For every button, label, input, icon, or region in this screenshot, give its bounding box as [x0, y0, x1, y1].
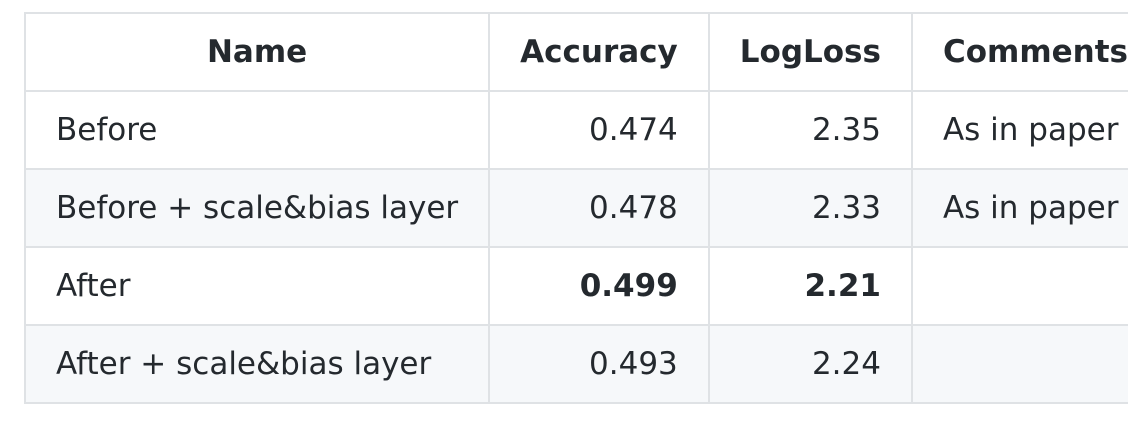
- table-row: Before + scale&bias layer 0.478 2.33 As …: [23, 168, 1128, 248]
- cell-name: Before + scale&bias layer: [23, 168, 491, 248]
- header-row: Name Accuracy LogLoss Comments: [23, 12, 1128, 92]
- table-header: Name Accuracy LogLoss Comments: [23, 12, 1128, 92]
- cell-comments: As in paper: [910, 168, 1128, 248]
- cell-name: After: [23, 246, 491, 326]
- cell-logloss: 2.24: [707, 324, 913, 404]
- cell-accuracy: 0.493: [488, 324, 710, 404]
- cell-comments: As in paper: [910, 90, 1128, 170]
- table-row: Before 0.474 2.35 As in paper: [23, 90, 1128, 170]
- cell-accuracy: 0.499: [488, 246, 710, 326]
- header-name: Name: [23, 12, 491, 92]
- results-table: Name Accuracy LogLoss Comments Before 0.…: [23, 12, 1128, 404]
- cell-accuracy: 0.474: [488, 90, 710, 170]
- header-accuracy: Accuracy: [488, 12, 710, 92]
- table-row: After 0.499 2.21: [23, 246, 1128, 326]
- header-comments: Comments: [910, 12, 1128, 92]
- cell-logloss: 2.33: [707, 168, 913, 248]
- header-logloss: LogLoss: [707, 12, 913, 92]
- cell-logloss: 2.35: [707, 90, 913, 170]
- cell-logloss: 2.21: [707, 246, 913, 326]
- table-row: After + scale&bias layer 0.493 2.24: [23, 324, 1128, 404]
- cell-comments: [910, 246, 1128, 326]
- cell-accuracy: 0.478: [488, 168, 710, 248]
- cell-name: After + scale&bias layer: [23, 324, 491, 404]
- table-body: Before 0.474 2.35 As in paper Before + s…: [23, 90, 1128, 404]
- cell-comments: [910, 324, 1128, 404]
- cell-name: Before: [23, 90, 491, 170]
